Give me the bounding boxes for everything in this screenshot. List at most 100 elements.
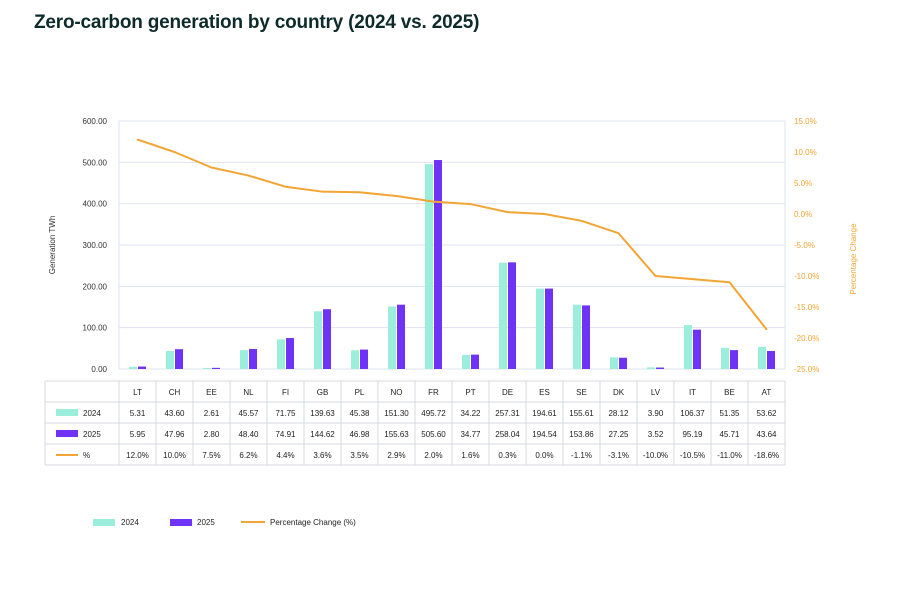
table-header-LT: LT: [133, 388, 142, 397]
y2-tick-label: 5.0%: [794, 179, 812, 188]
table-cell-2025-NL: 48.40: [238, 430, 259, 439]
table-cell-2024-FR: 495.72: [421, 409, 446, 418]
percentage-point-CH: [173, 151, 176, 153]
table-cell-2025-EE: 2.80: [204, 430, 220, 439]
legend-swatch-2024: [93, 519, 115, 526]
bar-2025-ES: [545, 288, 553, 369]
table-cell-2025-AT: 43.64: [756, 430, 777, 439]
bar-2024-AT: [758, 346, 766, 369]
bar-2025-NO: [397, 304, 405, 369]
y2-tick-label: -15.0%: [794, 303, 819, 312]
table-cell-pct-ES: 0.0%: [535, 451, 553, 460]
table-row-label-2024: 2024: [83, 409, 101, 418]
table-cell-pct-PT: 1.6%: [461, 451, 479, 460]
table-cell-pct-LT: 12.0%: [126, 451, 149, 460]
y2-tick-label: -20.0%: [794, 334, 819, 343]
bar-2025-PL: [360, 349, 368, 369]
percentage-point-LV: [654, 275, 657, 277]
table-header-AT: AT: [762, 388, 772, 397]
bar-2024-LT: [129, 366, 137, 369]
bar-2025-AT: [767, 350, 775, 369]
table-cell-2025-ES: 194.54: [532, 430, 557, 439]
table-cell-pct-FI: 4.4%: [276, 451, 294, 460]
table-cell-pct-SE: -1.1%: [571, 451, 592, 460]
chart-title: Zero-carbon generation by country (2024 …: [34, 12, 480, 33]
table-cell-2025-DK: 27.25: [608, 430, 629, 439]
table-cell-2025-GB: 144.62: [310, 430, 335, 439]
table-cell-2025-LT: 5.95: [130, 430, 146, 439]
table-cell-2024-LV: 3.90: [648, 409, 664, 418]
y2-tick-label: 0.0%: [794, 210, 812, 219]
y-tick-label: 200.00: [83, 282, 108, 291]
table-cell-pct-GB: 3.6%: [313, 451, 331, 460]
bar-2025-NL: [249, 348, 257, 369]
table-header-FI: FI: [282, 388, 289, 397]
bar-2024-NO: [388, 306, 396, 369]
table-cell-2025-PT: 34.77: [460, 430, 481, 439]
table-cell-pct-NL: 6.2%: [239, 451, 257, 460]
table-cell-2024-SE: 155.61: [569, 409, 594, 418]
table-header-EE: EE: [206, 388, 217, 397]
table-header-SE: SE: [576, 388, 587, 397]
table-header-CH: CH: [169, 388, 181, 397]
table-cell-2025-SE: 153.86: [569, 430, 594, 439]
table-cell-2024-DE: 257.31: [495, 409, 520, 418]
table-header-DK: DK: [613, 388, 625, 397]
table-cell-2024-IT: 106.37: [680, 409, 705, 418]
bar-2024-NL: [240, 350, 248, 369]
percentage-point-NL: [247, 174, 250, 177]
table-cell-2024-DK: 28.12: [608, 409, 629, 418]
bar-2025-BE: [730, 350, 738, 369]
percentage-point-SE: [580, 220, 583, 222]
percentage-point-AT: [765, 328, 768, 331]
y-tick-label: 100.00: [83, 324, 108, 333]
bar-2024-ES: [536, 288, 544, 369]
bar-2024-PL: [351, 350, 359, 369]
legend-label-percentage: Percentage Change (%): [270, 518, 356, 527]
table-cell-pct-BE: -11.0%: [717, 451, 742, 460]
y2-axis-title: Percentage Change: [849, 223, 858, 295]
bar-2025-FI: [286, 338, 294, 369]
table-cell-2024-LT: 5.31: [130, 409, 146, 418]
percentage-point-NO: [395, 195, 398, 197]
table-cell-2024-CH: 43.60: [164, 409, 185, 418]
legend-label-2025: 2025: [197, 518, 215, 527]
percentage-point-GB: [321, 190, 324, 193]
table-cell-pct-EE: 7.5%: [202, 451, 220, 460]
y-tick-label: 600.00: [83, 117, 108, 126]
percentage-point-FR: [432, 200, 435, 203]
percentage-point-ES: [543, 213, 546, 215]
table-header-DE: DE: [502, 388, 513, 397]
percentage-point-BE: [728, 281, 731, 284]
bar-2025-CH: [175, 349, 183, 369]
bar-2025-EE: [212, 367, 220, 369]
bar-2025-FR: [434, 160, 442, 369]
bar-2025-DE: [508, 262, 516, 369]
bar-2024-FR: [425, 164, 433, 369]
legend-label-2024: 2024: [121, 518, 139, 527]
table-cell-2025-DE: 258.04: [495, 430, 520, 439]
bar-2025-PT: [471, 354, 479, 369]
bar-2024-IT: [684, 325, 692, 369]
table-cell-2025-CH: 47.96: [164, 430, 185, 439]
bar-2025-GB: [323, 309, 331, 369]
bar-2025-LV: [656, 367, 664, 369]
bar-2024-BE: [721, 347, 729, 369]
percentage-point-LT: [136, 138, 139, 141]
bar-2024-DK: [610, 357, 618, 369]
table-header-BE: BE: [724, 388, 735, 397]
y2-tick-label: -25.0%: [794, 365, 819, 374]
table-swatch-2025: [56, 430, 78, 437]
y-tick-label: 300.00: [83, 241, 108, 250]
table-cell-pct-AT: -18.6%: [754, 451, 779, 460]
table-cell-pct-IT: -10.5%: [680, 451, 705, 460]
table-header-FR: FR: [428, 388, 439, 397]
table-cell-pct-FR: 2.0%: [424, 451, 442, 460]
table-header-PT: PT: [465, 388, 475, 397]
table-header-ES: ES: [539, 388, 550, 397]
table-header-IT: IT: [689, 388, 696, 397]
bar-2025-IT: [693, 329, 701, 369]
legend-swatch-2025: [170, 519, 192, 526]
bar-2024-SE: [573, 304, 581, 369]
table-cell-2025-BE: 45.71: [719, 430, 740, 439]
